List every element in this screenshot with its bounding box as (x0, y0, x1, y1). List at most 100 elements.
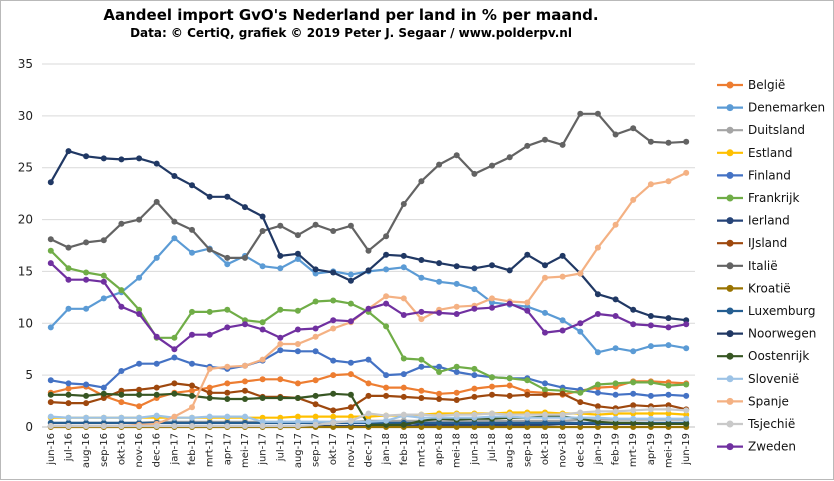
series-italie (47, 110, 690, 261)
data-point (453, 152, 460, 159)
data-point (612, 419, 619, 426)
data-point (224, 380, 231, 387)
data-point (259, 263, 266, 270)
data-point (65, 276, 72, 283)
legend-item-zweden: Zweden (717, 440, 796, 454)
x-tick-label: sep-16 (99, 433, 110, 467)
data-point (136, 306, 143, 313)
legend-swatch-marker (726, 239, 734, 247)
data-point (294, 232, 301, 239)
legend-label: Noorwegen (748, 327, 816, 341)
legend-swatch-marker (726, 375, 734, 383)
data-point (47, 399, 54, 406)
data-point (594, 424, 601, 430)
data-point (683, 381, 690, 388)
data-point (665, 382, 672, 389)
y-tick-label: 25 (18, 161, 33, 175)
data-point (224, 423, 231, 429)
data-point (683, 321, 690, 328)
legend-swatch-marker (726, 194, 734, 202)
data-point (259, 423, 266, 429)
data-point (347, 318, 354, 325)
data-point (453, 397, 460, 403)
data-point (647, 410, 654, 417)
data-point (400, 295, 407, 302)
data-point (400, 421, 407, 428)
x-tick-label: jul-16 (63, 433, 74, 462)
data-point (224, 324, 231, 331)
data-point (83, 276, 90, 283)
data-point (683, 138, 690, 145)
data-point (189, 404, 195, 411)
data-point (312, 325, 319, 332)
data-point (47, 247, 54, 254)
legend-swatch-marker (726, 284, 734, 292)
data-point (347, 391, 354, 398)
x-tick-label: mei-17 (240, 433, 251, 468)
data-point (453, 311, 460, 317)
data-point (242, 204, 248, 211)
data-point (294, 326, 301, 333)
data-point (489, 295, 495, 302)
data-point (153, 412, 160, 419)
data-point (542, 262, 548, 269)
legend-swatch-marker (726, 330, 734, 338)
legend-item-oostenrijk: Oostenrijk (717, 349, 809, 363)
data-point (312, 392, 319, 399)
data-point (330, 407, 337, 414)
data-point (524, 251, 531, 258)
data-point (224, 363, 231, 370)
legend-label: Luxemburg (748, 304, 815, 318)
data-point (83, 414, 90, 421)
data-point (65, 423, 72, 429)
data-point (242, 413, 248, 420)
data-point (294, 250, 301, 257)
legend-label: Kroatië (748, 281, 791, 295)
legend-item-ijsland: IJsland (717, 236, 787, 250)
series-group (47, 110, 690, 430)
legend-item-luxemburg: Luxemburg (717, 304, 815, 318)
data-point (206, 423, 213, 429)
data-point (312, 298, 319, 305)
data-point (65, 305, 72, 312)
data-point (136, 360, 143, 367)
data-point (277, 341, 284, 347)
series-ijsland (47, 380, 690, 414)
data-point (47, 423, 54, 429)
data-point (312, 401, 319, 408)
data-point (559, 317, 566, 324)
x-tick-label: mrt-17 (205, 433, 216, 467)
data-point (242, 396, 248, 402)
data-point (365, 392, 372, 399)
data-point (471, 393, 478, 400)
data-point (312, 266, 319, 273)
x-tick-label: dec-17 (364, 433, 375, 467)
legend-item-estland: Estland (717, 146, 792, 160)
data-point (277, 414, 284, 421)
data-point (665, 410, 672, 417)
data-point (347, 359, 354, 366)
data-point (136, 391, 143, 398)
data-point (153, 391, 160, 398)
legend-item-slovenie: Slovenië (717, 372, 799, 386)
data-point (489, 383, 495, 390)
x-tick-label: jun-19 (681, 433, 692, 466)
data-point (330, 372, 337, 379)
data-point (118, 287, 125, 294)
data-point (294, 341, 301, 347)
data-point (312, 348, 319, 355)
data-point (630, 379, 637, 386)
data-point (136, 216, 143, 223)
data-point (347, 277, 354, 284)
data-point (259, 418, 266, 425)
data-point (330, 269, 337, 276)
data-point (83, 153, 90, 160)
data-point (612, 345, 619, 352)
data-point (171, 354, 178, 361)
data-point (259, 395, 266, 401)
legend-item-kroatie: Kroatië (717, 281, 791, 295)
data-point (206, 413, 213, 420)
data-point (489, 410, 495, 417)
data-point (118, 414, 125, 421)
data-point (100, 423, 107, 429)
